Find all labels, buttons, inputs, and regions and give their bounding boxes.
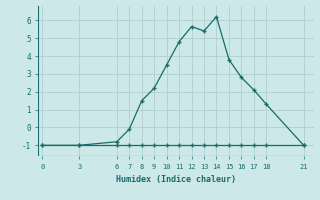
X-axis label: Humidex (Indice chaleur): Humidex (Indice chaleur)	[116, 175, 236, 184]
